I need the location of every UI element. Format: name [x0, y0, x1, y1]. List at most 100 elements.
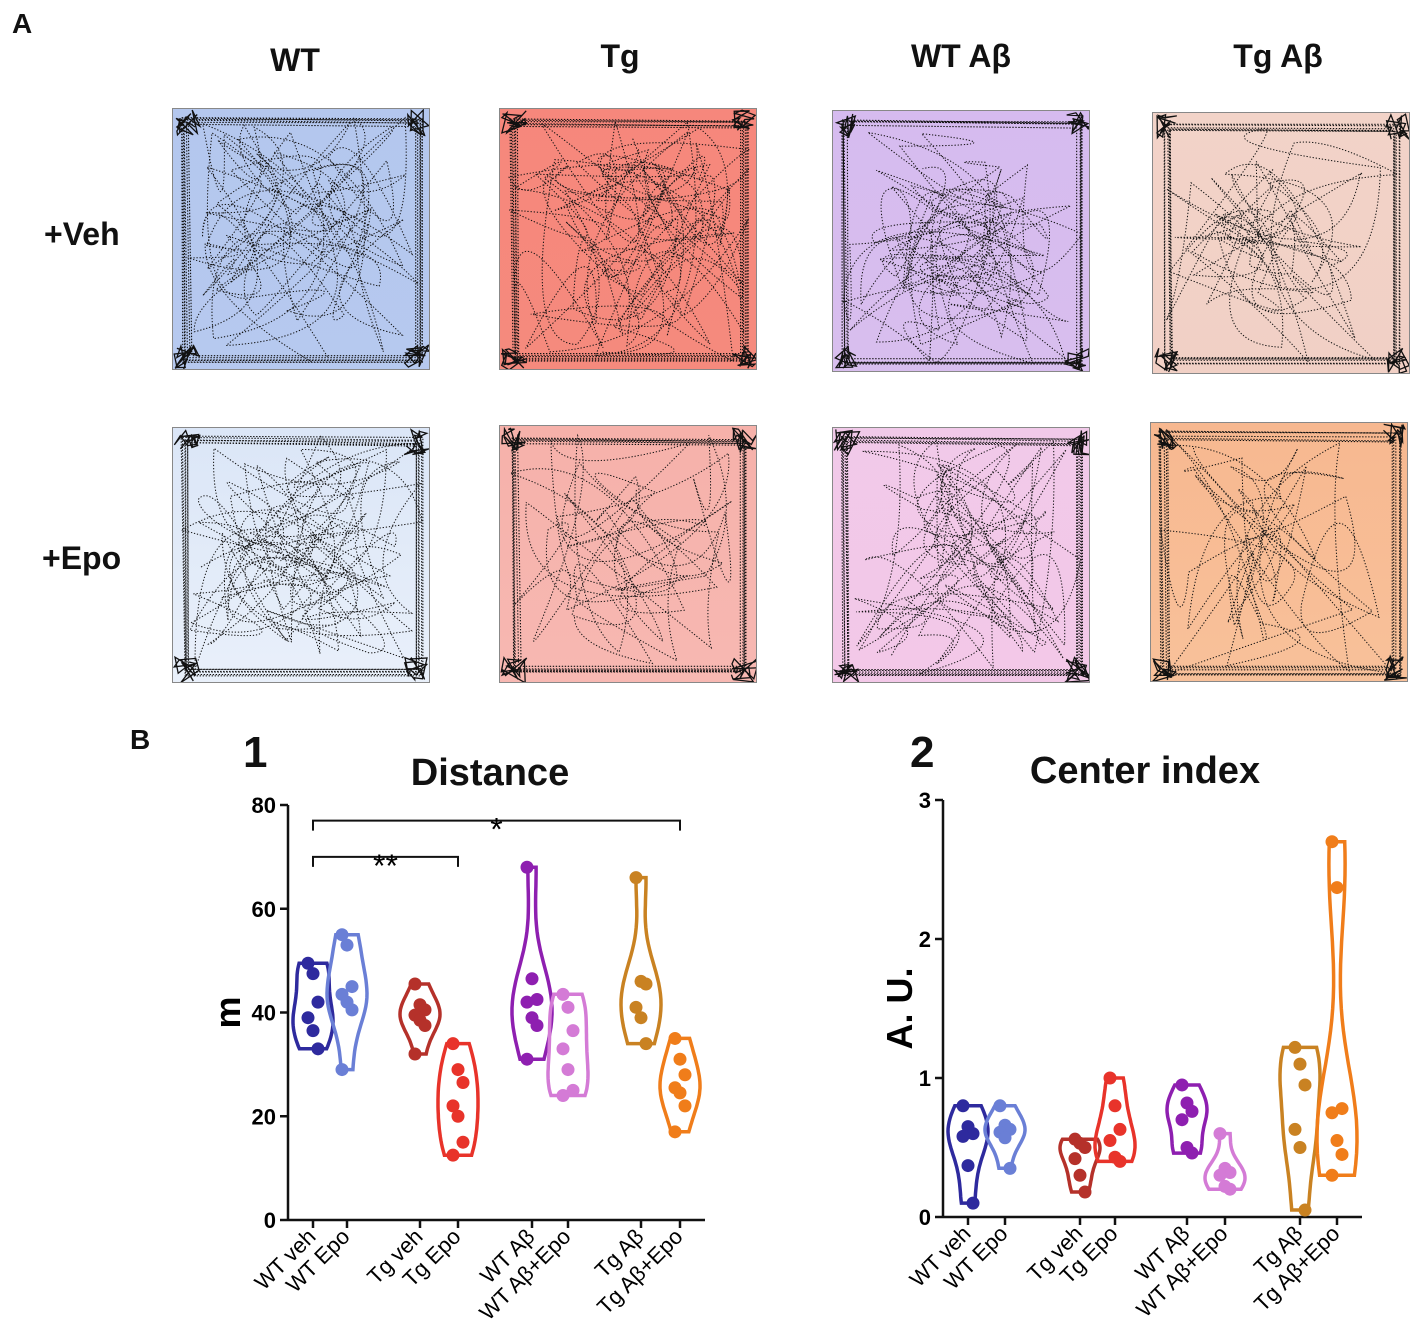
chart1-data-point — [340, 938, 354, 952]
chart1-data-point — [408, 1047, 422, 1061]
chart2-data-point — [1223, 1182, 1237, 1196]
chart1-x-tick-label: Tg Aβ+Epo — [592, 1224, 687, 1319]
chart1-data-point — [306, 1024, 320, 1038]
chart1-data-point — [525, 1011, 539, 1025]
panel-b-label: B — [130, 724, 151, 755]
chart1-data-point — [451, 1063, 465, 1077]
chart1-data-point — [418, 1003, 432, 1017]
chart1-data-point — [413, 998, 427, 1012]
chart1-data-point — [566, 1083, 580, 1097]
chart1-data-point — [335, 1063, 349, 1077]
arena-tgabeta-veh — [1152, 112, 1410, 374]
chart2-data-point — [1218, 1179, 1232, 1193]
chart2-data-point — [1335, 1102, 1349, 1116]
chart1-data-point — [668, 1081, 682, 1095]
chart2-data-point — [1175, 1113, 1189, 1127]
chart1-violin-outline — [398, 982, 442, 1056]
chart1-data-point — [561, 1063, 575, 1077]
chart2-data-point — [1325, 1168, 1339, 1182]
chart1-data-point — [678, 1099, 692, 1113]
chart2-data-point — [1325, 835, 1339, 849]
chart1-significance-bracket — [312, 855, 459, 867]
chart2-violin-1 — [946, 1099, 990, 1210]
chart2-violin-outline — [1203, 1131, 1247, 1191]
chart1-data-point — [556, 1089, 570, 1102]
chart2-data-point — [1068, 1152, 1082, 1166]
chart2-x-tick-label: WT Aβ — [1130, 1221, 1194, 1285]
chart1-x-tick-label: WT Aβ+Epo — [474, 1224, 575, 1325]
chart1-y-tick-label: 0 — [264, 1208, 276, 1233]
chart2-panel-number: 2 — [910, 728, 935, 777]
chart2-data-point — [1078, 1185, 1092, 1199]
chart2-data-point — [1298, 1078, 1312, 1092]
chart1-x-tick-label: Tg Aβ — [590, 1224, 649, 1283]
arena-wt-epo — [172, 427, 430, 683]
chart2-data-point — [1330, 881, 1344, 895]
chart2-violin-4 — [1093, 1071, 1137, 1168]
chart2-x-tick-label: WT veh — [905, 1221, 976, 1292]
chart2-data-point — [1180, 1141, 1194, 1154]
chart1-data-point — [561, 1000, 575, 1014]
arena-tg-veh — [499, 108, 757, 370]
chart1-x-tick-label: WT veh — [250, 1224, 321, 1295]
column-header-wt: WT — [270, 42, 320, 78]
chart2-y-tick-label: 0 — [919, 1205, 931, 1230]
chart1-data-point — [408, 1008, 422, 1022]
chart2-y-label: A. U. — [879, 967, 920, 1049]
chart2-y-tick-label: 3 — [919, 788, 931, 813]
chart1-violin-4 — [436, 1037, 480, 1162]
chart1-violin-outline — [291, 961, 335, 1051]
chart1-data-point — [556, 1042, 570, 1056]
chart2-x-tick-label: Tg veh — [1022, 1221, 1087, 1286]
chart1-violin-7 — [619, 871, 663, 1051]
column-header-wt-abeta: WT Aβ — [910, 38, 1012, 74]
chart1-data-point — [668, 1125, 682, 1139]
column-header-tg-abeta: Tg Aβ — [1233, 38, 1323, 74]
chart2-data-point — [966, 1196, 980, 1210]
chart2-data-point — [961, 1120, 975, 1134]
chart1-data-point — [345, 1003, 359, 1017]
chart2-x-tick-label: WT Epo — [939, 1221, 1013, 1295]
chart2-data-point — [1213, 1168, 1227, 1182]
chart1-data-point — [456, 1076, 470, 1090]
chart1-panel-number: 1 — [243, 728, 268, 777]
track-plot — [833, 111, 1089, 371]
chart2-data-point — [1068, 1132, 1082, 1146]
chart2-data-point — [1073, 1168, 1087, 1182]
arena-wtabeta-veh — [832, 110, 1090, 372]
chart1-y-tick-label: 60 — [252, 897, 276, 922]
chart2-data-point — [1298, 1203, 1312, 1217]
chart1-y-tick-label: 80 — [252, 793, 276, 818]
chart1-significance-label: ** — [373, 848, 398, 884]
chart2-data-point — [998, 1131, 1012, 1145]
chart2-data-point — [1108, 1150, 1122, 1164]
chart2-data-point — [1213, 1127, 1227, 1141]
row-header-veh: +Veh — [44, 216, 120, 252]
chart1-significance-label: * — [490, 812, 502, 848]
chart2-data-point — [1175, 1078, 1189, 1092]
track-plot — [173, 109, 429, 369]
arena-wt-veh — [172, 108, 430, 370]
chart1-violin-outline — [546, 992, 590, 1098]
chart1-data-point — [301, 956, 315, 970]
chart1-data-point — [446, 1148, 460, 1162]
chart2-violin-outline — [946, 1104, 990, 1205]
chart1-violin-outline — [325, 932, 369, 1072]
chart2-data-point — [993, 1125, 1007, 1139]
chart2-violin-2 — [983, 1099, 1027, 1175]
chart1-data-point — [530, 1018, 544, 1032]
chart2-data-point — [1113, 1122, 1127, 1136]
chart1-data-point — [639, 977, 653, 991]
track-plot — [1153, 113, 1409, 373]
track-plot — [833, 428, 1089, 682]
chart1-data-point — [634, 1011, 648, 1025]
chart2-violin-8 — [1315, 835, 1359, 1182]
chart2-y-tick-label: 1 — [919, 1066, 931, 1091]
chart2-data-point — [966, 1127, 980, 1141]
chart1-data-point — [311, 1042, 325, 1056]
chart2-data-point — [1288, 1040, 1302, 1054]
chart2-violin-outline — [1315, 839, 1359, 1178]
chart2-data-point — [993, 1099, 1007, 1113]
chart2-x-tick-label: Tg Aβ — [1249, 1221, 1308, 1280]
chart2-data-point — [1335, 1147, 1349, 1161]
